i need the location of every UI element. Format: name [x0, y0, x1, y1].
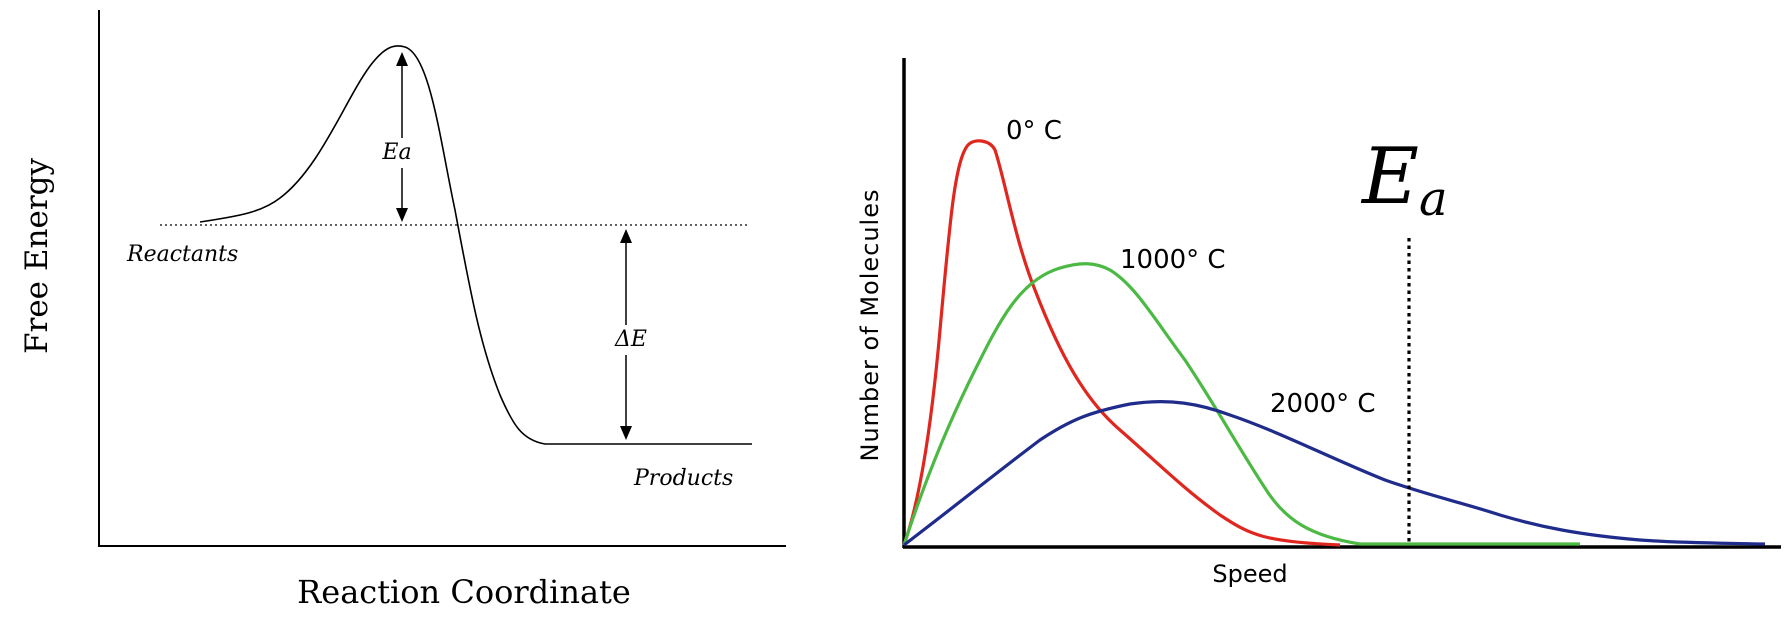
- activation-energy-arrow: [396, 52, 408, 222]
- speed-distribution-chart: Ea 0° C 1000° C 2000° C Number of Molecu…: [856, 58, 1781, 588]
- energy-curve: [199, 45, 752, 445]
- threshold-label-main: E: [1360, 132, 1419, 222]
- series-label-1000c: 1000° C: [1120, 245, 1226, 275]
- series-label-2000c: 2000° C: [1270, 389, 1376, 419]
- speed-distribution-panel: Ea 0° C 1000° C 2000° C Number of Molecu…: [840, 0, 1792, 617]
- threshold-label-subscript: a: [1419, 171, 1448, 227]
- threshold-label: Ea: [1360, 132, 1448, 227]
- dist-y-axis-label: Number of Molecules: [856, 189, 884, 462]
- series-line-1000c: [902, 262, 1580, 546]
- energy-diagram: Ea ΔE Reactants Products Free Energy Rea…: [19, 10, 786, 611]
- dist-x-axis-label: Speed: [1212, 560, 1287, 588]
- series-line-0c: [902, 139, 1341, 547]
- energy-y-axis-label: Free Energy: [19, 158, 55, 354]
- products-label: Products: [633, 466, 733, 491]
- reactants-label: Reactants: [126, 242, 238, 267]
- delta-energy-label: ΔE: [614, 327, 647, 352]
- energy-x-axis-label: Reaction Coordinate: [297, 573, 631, 611]
- activation-energy-label: Ea: [381, 140, 411, 165]
- series-label-0c: 0° C: [1006, 116, 1062, 146]
- series-line-2000c: [903, 400, 1766, 547]
- energy-diagram-panel: Ea ΔE Reactants Products Free Energy Rea…: [0, 0, 820, 617]
